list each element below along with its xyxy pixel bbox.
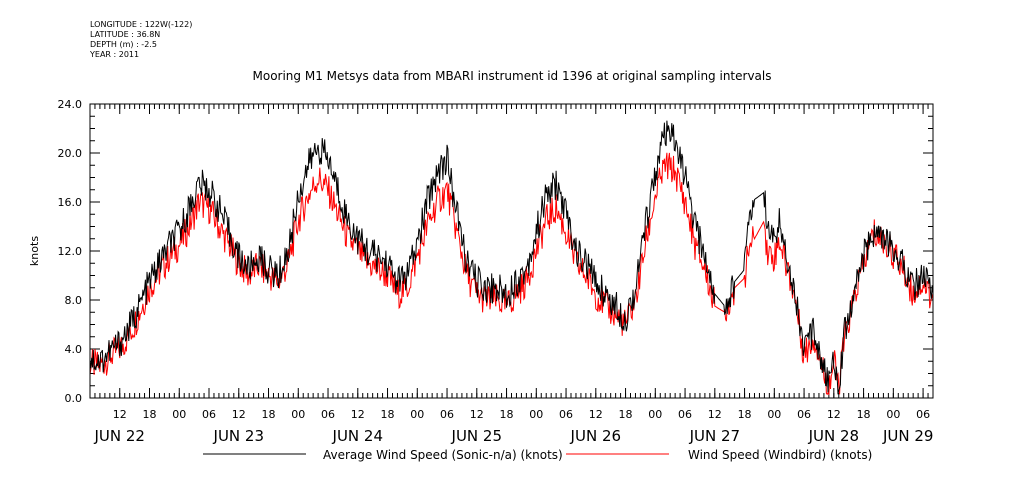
x-hour-label: 12: [827, 408, 841, 421]
legend-label: Wind Speed (Windbird) (knots): [688, 448, 872, 462]
x-day-label: JUN 27: [689, 427, 740, 445]
x-hour-label: 00: [172, 408, 186, 421]
x-hour-label: 18: [262, 408, 276, 421]
depth-text: DEPTH (m) : -2.5: [90, 40, 157, 49]
x-hour-label: 12: [232, 408, 246, 421]
y-tick-label: 4.0: [65, 343, 83, 356]
x-hour-label: 00: [529, 408, 543, 421]
plot-frame: [89, 103, 934, 399]
longitude-text: LONGITUDE : 122W(-122): [90, 20, 193, 29]
series-line: [89, 152, 934, 396]
metadata-block: LONGITUDE : 122W(-122) LATITUDE : 36.8N …: [90, 20, 192, 60]
series-line: [89, 120, 934, 395]
x-hour-label: 18: [500, 408, 514, 421]
x-hour-label: 18: [143, 408, 157, 421]
x-day-label: JUN 22: [94, 427, 145, 445]
x-hour-label: 18: [738, 408, 752, 421]
x-hour-label: 00: [648, 408, 662, 421]
x-hour-label: 12: [589, 408, 603, 421]
latitude-text: LATITUDE : 36.8N: [90, 30, 161, 39]
x-hour-label: 06: [321, 408, 335, 421]
legend: Average Wind Speed (Sonic-n/a) (knots) Wi…: [203, 448, 872, 462]
x-day-label: JUN 26: [570, 427, 621, 445]
y-tick-label: 12.0: [58, 245, 83, 258]
x-day-label: JUN 23: [213, 427, 264, 445]
y-axis-label: knots: [28, 236, 41, 266]
x-hour-label: 06: [916, 408, 930, 421]
x-hour-label: 00: [886, 408, 900, 421]
x-hour-label: 12: [470, 408, 484, 421]
x-hour-label: 06: [797, 408, 811, 421]
axis-label-layer: 0.0 4.0 8.0 12.0 16.0 20.0 24.0 12 18 00 06 12 18 00 0…: [58, 98, 934, 445]
x-hour-label: 18: [619, 408, 633, 421]
x-hour-label: 12: [708, 408, 722, 421]
y-tick-label: 16.0: [58, 196, 83, 209]
tick-layer: [89, 103, 934, 399]
y-tick-label: 24.0: [58, 98, 83, 111]
x-hour-label: 18: [381, 408, 395, 421]
series-layer: [89, 120, 934, 396]
x-hour-label: 06: [202, 408, 216, 421]
x-day-label: JUN 28: [808, 427, 859, 445]
x-hour-label: 00: [291, 408, 305, 421]
x-hour-label: 12: [351, 408, 365, 421]
x-day-label: JUN 25: [451, 427, 502, 445]
x-hour-label: 12: [113, 408, 127, 421]
chart-title: Mooring M1 Metsys data from MBARI instru…: [253, 69, 772, 83]
x-hour-label: 00: [410, 408, 424, 421]
x-day-label: JUN 24: [332, 427, 383, 445]
x-hour-label: 06: [678, 408, 692, 421]
x-hour-label: 18: [857, 408, 871, 421]
x-hour-label: 06: [440, 408, 454, 421]
y-tick-label: 8.0: [65, 294, 83, 307]
y-tick-label: 20.0: [58, 147, 83, 160]
x-hour-label: 06: [559, 408, 573, 421]
x-hour-label: 00: [767, 408, 781, 421]
x-day-label: JUN 29: [882, 427, 933, 445]
year-text: YEAR : 2011: [90, 50, 140, 59]
legend-label: Average Wind Speed (Sonic-n/a) (knots): [323, 448, 563, 462]
y-tick-label: 0.0: [65, 392, 83, 405]
